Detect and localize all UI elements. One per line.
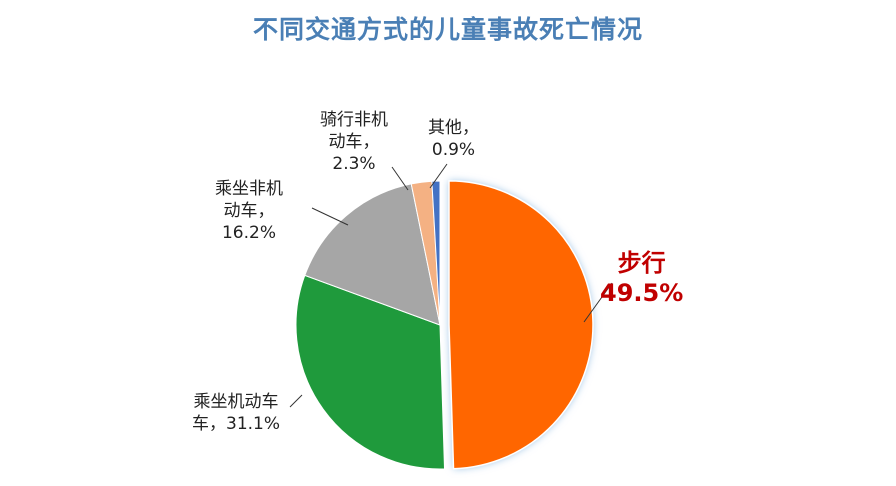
label-passenger-line1: 乘坐非机 <box>215 179 283 199</box>
label-car: 乘坐机动车 车，31.1% <box>192 391 280 435</box>
label-car-line1: 乘坐机动车 <box>193 392 279 412</box>
slice-other <box>431 180 441 326</box>
label-walk: 步行 49.5% <box>600 248 683 308</box>
leader-line-passenger <box>311 207 349 226</box>
leader-line-other <box>429 163 448 189</box>
label-walk-value: 49.5% <box>600 279 684 307</box>
label-walk-name: 步行 <box>617 249 666 277</box>
leader-line-car <box>289 394 303 408</box>
label-passenger-line2: 动车， <box>223 201 275 221</box>
chart-title: 不同交通方式的儿童事故死亡情况 <box>252 15 643 44</box>
slice-car <box>295 274 446 470</box>
leader-line-ride <box>391 166 409 191</box>
slice-walk <box>448 180 594 470</box>
label-ride-line2: 动车， <box>328 132 380 152</box>
label-passenger-line3: 16.2% <box>221 223 276 243</box>
label-ride-line3: 2.3% <box>332 154 376 174</box>
leader-line-walk <box>583 282 613 323</box>
label-other-line1: 其他， <box>428 118 479 138</box>
slice-passenger <box>304 183 441 326</box>
label-ride-line1: 骑行非机 <box>320 110 388 130</box>
label-passenger: 乘坐非机 动车， 16.2% <box>215 178 283 244</box>
label-other: 其他， 0.9% <box>428 117 479 161</box>
label-car-line2: 车，31.1% <box>192 414 281 434</box>
label-other-line2: 0.9% <box>431 140 476 160</box>
label-ride: 骑行非机 动车， 2.3% <box>320 109 388 175</box>
